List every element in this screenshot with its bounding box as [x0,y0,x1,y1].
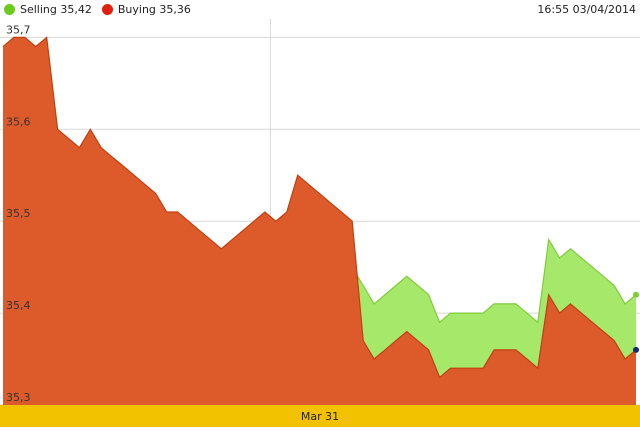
y-tick-label-2: 35,5 [6,207,31,220]
series-area-buying [3,37,636,405]
y-tick-label-0: 35,7 [6,23,31,36]
legend-label-selling: Selling 35,42 [20,3,92,16]
y-tick-label-4: 35,3 [6,391,31,404]
timestamp: 16:55 03/04/2014 [537,3,636,16]
legend-item-buying[interactable]: Buying 35,36 [101,3,191,16]
y-tick-label-3: 35,4 [6,299,31,312]
legend-item-selling[interactable]: Selling 35,42 [4,3,92,16]
series-line-buying [2,36,637,379]
y-tick-label-1: 35,6 [6,115,31,128]
chart-legend: Selling 35,42 Buying 35,36 16:55 03/04/2… [0,0,640,19]
selling-dot-icon [4,4,15,15]
legend-label-buying: Buying 35,36 [117,3,191,16]
date-axis-band: Mar 31 [0,405,640,427]
price-chart: 35,7 35,6 35,5 35,4 35,3 [0,19,640,405]
series-end-marker-selling [633,291,639,298]
x-tick-label-mar-31: Mar 31 [300,409,340,423]
series-end-marker-buying [633,346,639,353]
buying-dot-icon [101,4,113,15]
